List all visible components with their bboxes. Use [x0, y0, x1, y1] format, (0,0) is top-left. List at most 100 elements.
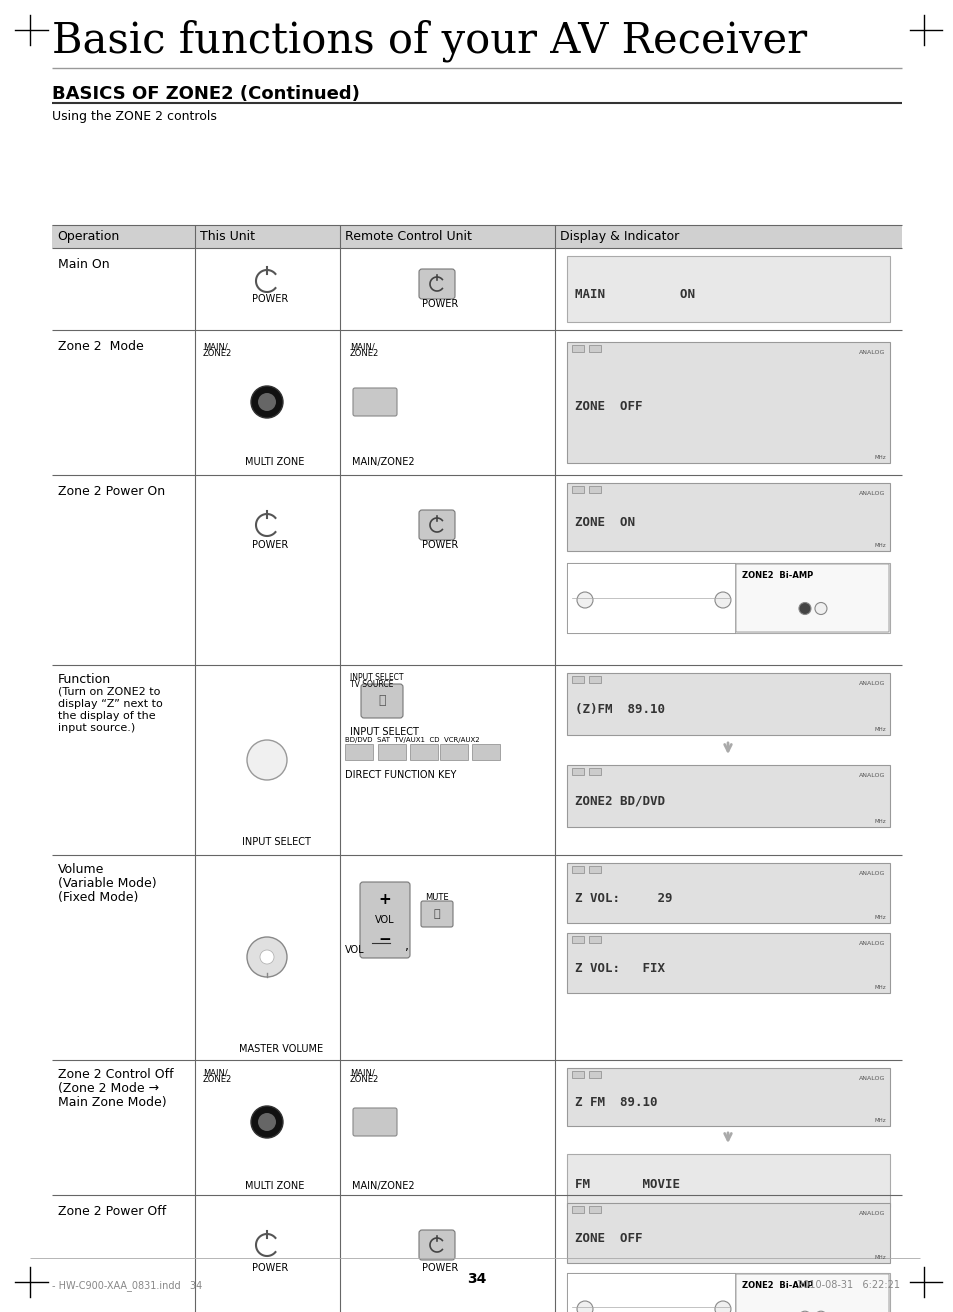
Text: Using the ZONE 2 controls: Using the ZONE 2 controls — [52, 110, 216, 123]
Text: DIRECT FUNCTION KEY: DIRECT FUNCTION KEY — [345, 770, 456, 781]
FancyBboxPatch shape — [735, 564, 888, 632]
Text: input source.): input source.) — [58, 723, 135, 733]
Text: - HW-C900-XAA_0831.indd   34: - HW-C900-XAA_0831.indd 34 — [52, 1281, 202, 1291]
Circle shape — [251, 386, 283, 419]
FancyBboxPatch shape — [418, 1231, 455, 1260]
Text: MAIN/: MAIN/ — [203, 1068, 228, 1077]
Text: Main Zone Mode): Main Zone Mode) — [58, 1096, 167, 1109]
Bar — [566, 342, 889, 463]
FancyBboxPatch shape — [735, 1274, 888, 1312]
Circle shape — [814, 602, 826, 614]
Text: POWER: POWER — [252, 541, 288, 550]
Text: MAIN/ZONE2: MAIN/ZONE2 — [352, 1181, 415, 1191]
Text: ZONE2: ZONE2 — [203, 349, 232, 358]
Text: 2010-08-31   6:22:21: 2010-08-31 6:22:21 — [796, 1281, 899, 1290]
Text: MULTI ZONE: MULTI ZONE — [245, 457, 304, 467]
Text: FM       MOVIE: FM MOVIE — [575, 1178, 679, 1191]
Text: (Turn on ZONE2 to: (Turn on ZONE2 to — [58, 687, 160, 697]
Bar — [566, 1155, 889, 1207]
Text: Remote Control Unit: Remote Control Unit — [345, 230, 472, 243]
Text: +: + — [378, 892, 391, 908]
Circle shape — [260, 950, 274, 964]
Bar — [572, 1206, 583, 1214]
Text: MHz: MHz — [874, 985, 885, 991]
Bar — [566, 1273, 889, 1312]
Text: ZONE2  Bi-AMP: ZONE2 Bi-AMP — [741, 1281, 812, 1290]
Text: ANALOG: ANALOG — [858, 941, 884, 946]
Text: ANALOG: ANALOG — [858, 1211, 884, 1216]
Bar — [566, 1273, 734, 1312]
Text: ANALOG: ANALOG — [858, 1076, 884, 1081]
Text: ANALOG: ANALOG — [858, 491, 884, 496]
Bar — [439, 744, 468, 760]
Bar — [566, 256, 889, 321]
Text: (Variable Mode): (Variable Mode) — [58, 876, 156, 890]
Text: ANALOG: ANALOG — [858, 350, 884, 356]
Bar — [52, 224, 901, 248]
Text: ZONE2: ZONE2 — [350, 1075, 379, 1084]
Text: 34: 34 — [467, 1273, 486, 1286]
Circle shape — [714, 592, 730, 607]
Bar — [588, 345, 600, 352]
FancyBboxPatch shape — [359, 882, 410, 958]
Text: Main On: Main On — [58, 258, 110, 272]
Circle shape — [251, 1106, 283, 1138]
Text: MHz: MHz — [874, 914, 885, 920]
Text: MAIN/: MAIN/ — [350, 1068, 375, 1077]
Bar — [566, 765, 889, 827]
Text: Zone 2 Power Off: Zone 2 Power Off — [58, 1204, 166, 1218]
Text: MHz: MHz — [874, 1118, 885, 1123]
Circle shape — [577, 1302, 593, 1312]
Bar — [472, 744, 499, 760]
Text: MHz: MHz — [874, 455, 885, 461]
Bar — [566, 1068, 889, 1126]
FancyBboxPatch shape — [353, 388, 396, 416]
Text: Z VOL:   FIX: Z VOL: FIX — [575, 962, 664, 975]
Bar — [572, 1071, 583, 1078]
Text: MASTER VOLUME: MASTER VOLUME — [239, 1044, 323, 1054]
FancyBboxPatch shape — [418, 269, 455, 299]
Circle shape — [247, 740, 287, 781]
Text: Basic functions of your AV Receiver: Basic functions of your AV Receiver — [52, 20, 806, 62]
Text: MAIN/: MAIN/ — [350, 342, 375, 352]
Text: MAIN          ON: MAIN ON — [575, 287, 695, 300]
Text: ANALOG: ANALOG — [858, 681, 884, 686]
Bar — [566, 483, 889, 551]
Bar — [588, 676, 600, 684]
Text: BD/DVD  SAT  TV/AUX1  CD  VCR/AUX2: BD/DVD SAT TV/AUX1 CD VCR/AUX2 — [345, 737, 479, 743]
Text: Zone 2 Control Off: Zone 2 Control Off — [58, 1068, 173, 1081]
Text: Operation: Operation — [57, 230, 119, 243]
Bar — [566, 1203, 889, 1263]
Bar — [566, 563, 889, 632]
Text: Zone 2  Mode: Zone 2 Mode — [58, 340, 144, 353]
Bar — [566, 673, 889, 735]
Text: BASICS OF ZONE2 (Continued): BASICS OF ZONE2 (Continued) — [52, 85, 359, 104]
Bar — [377, 744, 406, 760]
Text: −: − — [378, 933, 391, 947]
Text: INPUT SELECT: INPUT SELECT — [350, 673, 403, 682]
Text: INPUT SELECT: INPUT SELECT — [350, 727, 418, 737]
FancyBboxPatch shape — [420, 901, 453, 928]
Text: (Z)FM  89.10: (Z)FM 89.10 — [575, 702, 664, 715]
Bar — [345, 744, 373, 760]
Text: MAIN/: MAIN/ — [203, 342, 228, 352]
Bar — [566, 563, 734, 632]
Text: Volume: Volume — [58, 863, 104, 876]
Bar — [588, 1071, 600, 1078]
Text: POWER: POWER — [252, 1263, 288, 1273]
Text: MHz: MHz — [874, 727, 885, 732]
Text: display “Z” next to: display “Z” next to — [58, 699, 163, 708]
Text: MHz: MHz — [874, 543, 885, 548]
FancyBboxPatch shape — [418, 510, 455, 541]
Text: 🔇: 🔇 — [434, 909, 440, 918]
Text: ,: , — [405, 939, 409, 953]
Bar — [588, 485, 600, 493]
Bar — [566, 933, 889, 993]
Text: POWER: POWER — [252, 294, 288, 304]
Text: MHz: MHz — [874, 1256, 885, 1260]
Bar — [588, 768, 600, 775]
Text: MAIN/ZONE2: MAIN/ZONE2 — [352, 457, 415, 467]
Bar — [588, 866, 600, 872]
Text: MHz: MHz — [874, 819, 885, 824]
Bar — [588, 935, 600, 943]
